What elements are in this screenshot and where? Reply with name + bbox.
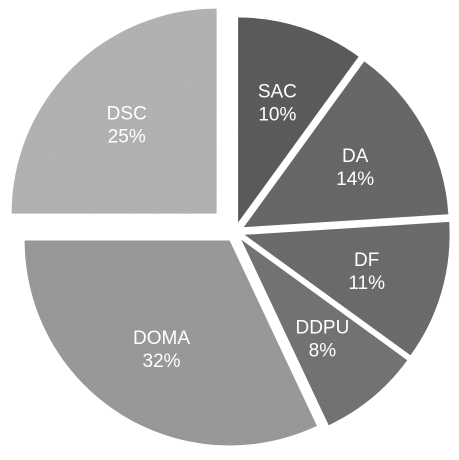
- pie-label-doma-percent: 32%: [143, 351, 181, 372]
- pie-label-doma-name: DOMA: [133, 328, 190, 349]
- pie-slices: [11, 8, 450, 446]
- pie-label-df-name: DF: [354, 250, 379, 271]
- pie-slice-ddpu: [241, 239, 408, 426]
- pie-label-da-name: DA: [342, 146, 369, 167]
- pie-label-doma: DOMA 32%: [133, 328, 190, 372]
- pie-label-df: DF 11%: [348, 250, 385, 294]
- pie-slice-sac: [238, 17, 359, 223]
- pie-labels: SAC 10% DA 14% DF 11% DDPU 8% DOMA 32% DSC 25%: [107, 82, 385, 372]
- pie-label-da: DA 14%: [336, 146, 374, 190]
- pie-label-ddpu: DDPU 8%: [295, 318, 349, 362]
- pie-slice-dsc: [11, 8, 217, 214]
- pie-label-dsc-name: DSC: [107, 104, 147, 125]
- pie-label-dsc: DSC 25%: [107, 104, 147, 148]
- pie-label-ddpu-name: DDPU: [295, 318, 349, 339]
- pie-label-df-percent: 11%: [348, 273, 385, 294]
- pie-slice-da: [243, 61, 449, 228]
- pie-label-sac-name: SAC: [258, 82, 297, 103]
- pie-label-da-percent: 14%: [336, 169, 374, 190]
- pie-label-sac: SAC 10%: [258, 82, 297, 126]
- pie-label-dsc-percent: 25%: [108, 127, 146, 148]
- pie-label-sac-percent: 10%: [258, 105, 296, 126]
- pie-slice-doma: [24, 240, 317, 446]
- pie-label-ddpu-percent: 8%: [309, 341, 337, 362]
- pie-slice-df: [244, 221, 450, 356]
